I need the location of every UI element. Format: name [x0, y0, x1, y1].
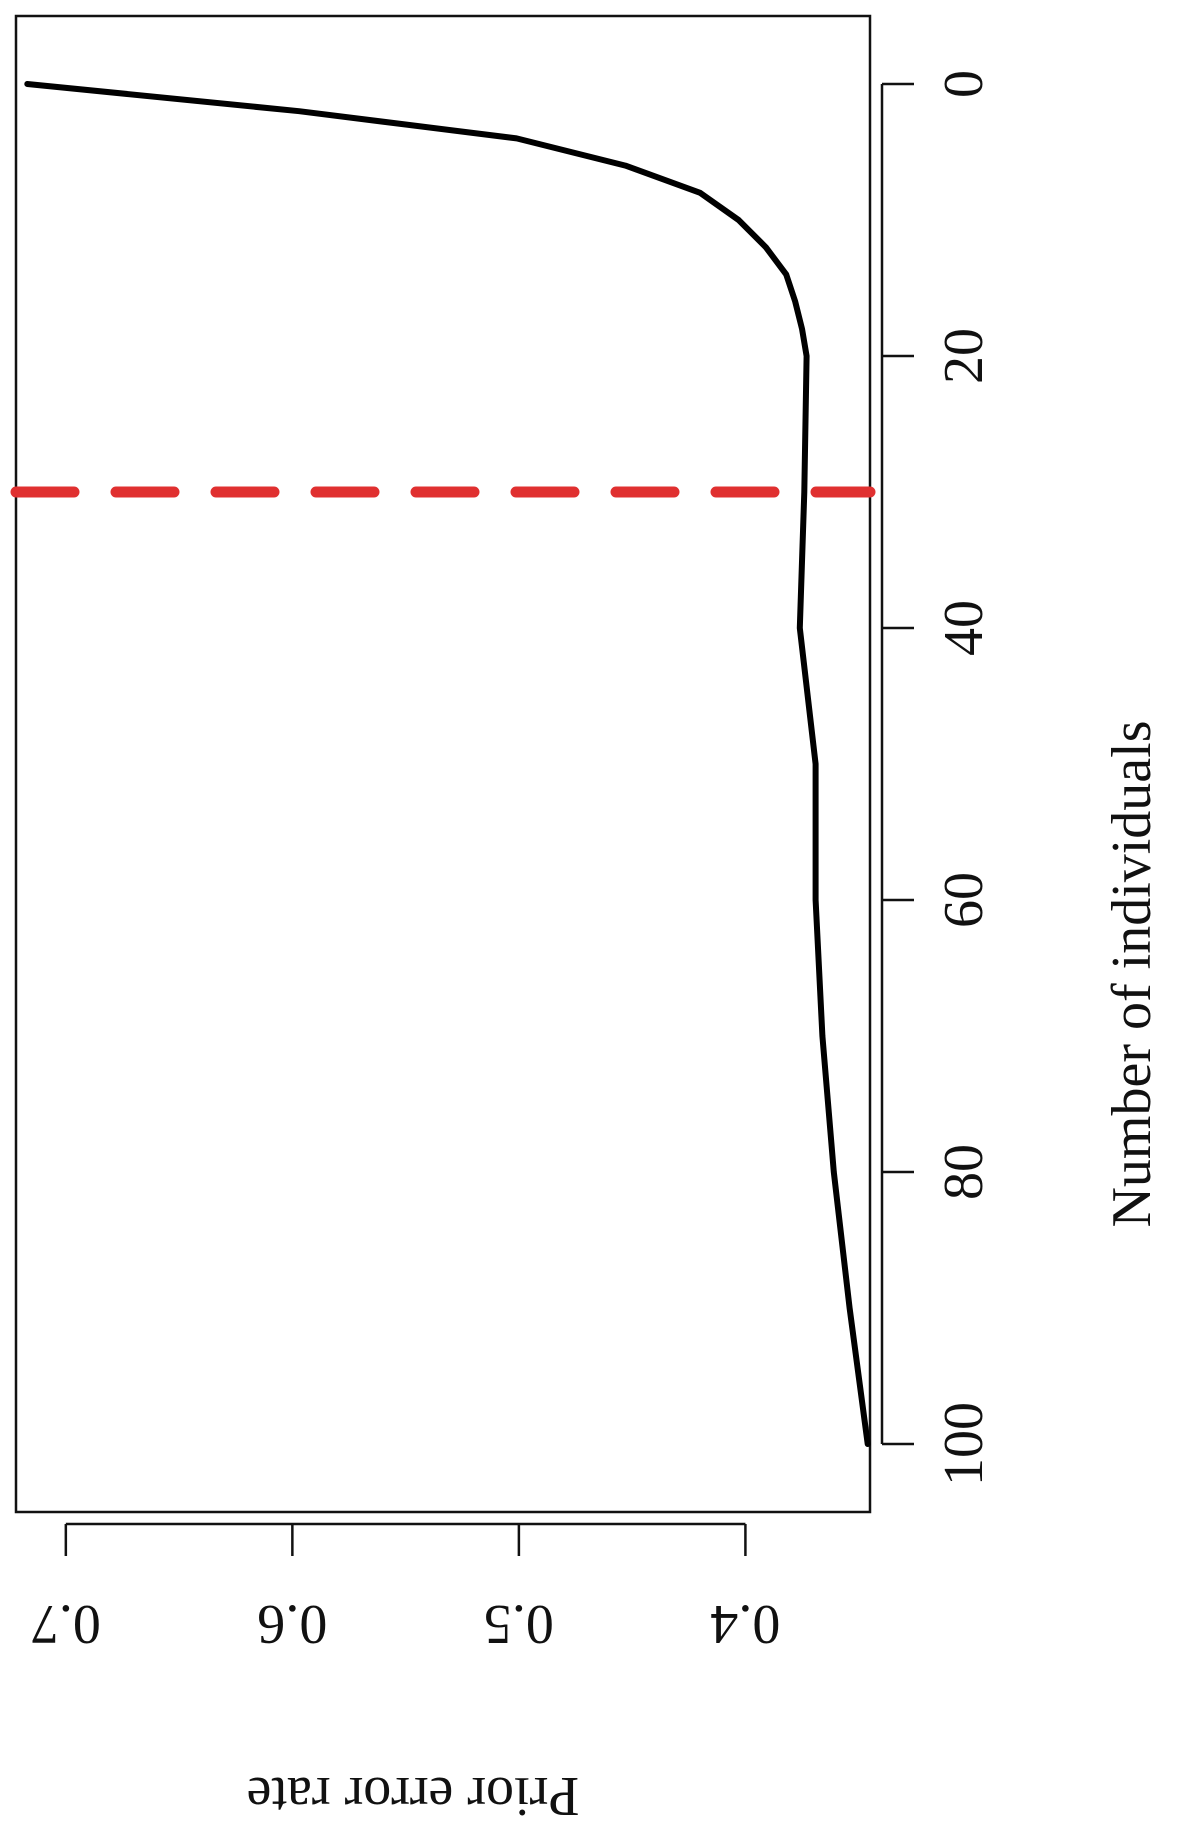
x-axis-label-group: Number of individuals: [1101, 720, 1163, 1227]
x-axis-label: Number of individuals: [1101, 720, 1163, 1227]
series-line: [24, 81, 871, 1447]
plot-frame: [14, 14, 872, 1514]
x-tick-label: 20: [933, 328, 995, 384]
y-tick-label: 0.6: [257, 1593, 327, 1655]
x-tick-label: 80: [933, 1144, 995, 1200]
y-axis-label: Prior error rate: [247, 1765, 580, 1820]
x-tick-label: 0: [933, 70, 995, 98]
x-tick-label: 100: [933, 1402, 995, 1486]
y-tick-label: 0.7: [31, 1593, 101, 1655]
y-tick-label: 0.4: [710, 1593, 780, 1655]
x-tick-label: 60: [933, 872, 995, 928]
x-tick-label: 40: [933, 600, 995, 656]
y-axis-label-group: Prior error rate: [247, 1765, 580, 1825]
y-tick-label: 0.5: [484, 1593, 554, 1655]
